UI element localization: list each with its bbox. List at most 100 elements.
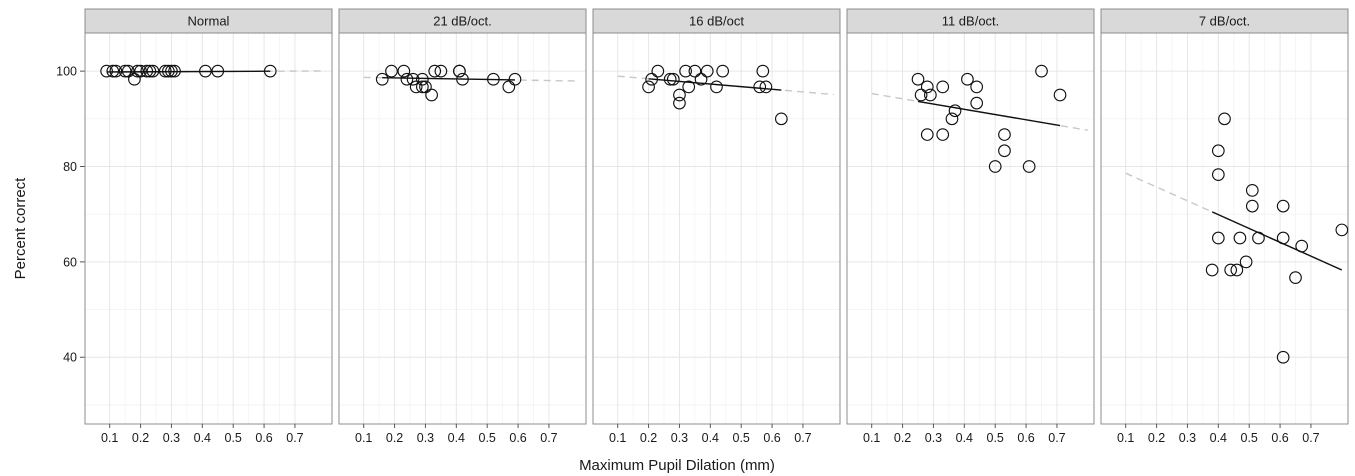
data-point xyxy=(1276,199,1290,213)
fit-line xyxy=(1211,211,1343,271)
data-point xyxy=(682,80,696,94)
x-tick-label: 0.2 xyxy=(386,431,403,445)
data-point xyxy=(673,96,686,110)
data-point xyxy=(140,64,154,78)
x-tick-label: 0.1 xyxy=(863,431,880,445)
data-point xyxy=(759,80,773,94)
data-point xyxy=(1245,199,1259,213)
x-tick-label: 0.7 xyxy=(286,431,303,445)
panel-1: Normal 0.1 0.2 0.3 0.4 0.5 0.6 0.7 xyxy=(84,8,333,445)
data-point xyxy=(106,64,120,78)
data-point xyxy=(694,72,708,86)
data-point xyxy=(109,64,123,78)
x-tick-label: 0.5 xyxy=(987,431,1004,445)
panel-border xyxy=(592,32,841,425)
data-point xyxy=(128,72,141,86)
panel-title: 7 dB/oct. xyxy=(1199,14,1250,29)
data-point xyxy=(1245,184,1259,197)
x-tick-label: 0.2 xyxy=(894,431,911,445)
x-tick-label: 0.5 xyxy=(479,431,496,445)
data-point xyxy=(211,64,225,78)
panel-strip xyxy=(338,8,587,34)
data-point xyxy=(385,64,398,78)
panel-5: 7 dB/oct. 0.1 0.2 0.3 0.4 0.5 0.6 0.7 xyxy=(1100,8,1349,445)
data-point xyxy=(774,112,788,126)
x-tick-label: 0.7 xyxy=(1302,431,1319,445)
data-point xyxy=(375,72,389,86)
y-tick-label: 40 xyxy=(63,351,77,365)
x-tick-label: 0.6 xyxy=(509,431,526,445)
panel-title: 11 dB/oct. xyxy=(942,14,1000,29)
panel-plot-area xyxy=(338,32,587,425)
x-tick-label: 0.4 xyxy=(702,431,719,445)
x-tick-label: 0.3 xyxy=(163,431,180,445)
panel-3: 16 dB/oct 0.1 0.2 0.3 0.4 0.5 0.6 0.7 xyxy=(592,8,841,445)
data-point xyxy=(143,64,157,78)
data-point xyxy=(945,112,959,126)
panel-title: 21 dB/oct. xyxy=(433,14,492,29)
panel-strip xyxy=(592,8,841,34)
data-point xyxy=(416,80,429,94)
panel-title: Normal xyxy=(188,14,230,29)
data-point xyxy=(920,80,934,94)
data-point xyxy=(146,64,160,78)
data-point xyxy=(118,64,132,78)
x-tick-label: 0.3 xyxy=(1179,431,1196,445)
y-tick-label: 80 xyxy=(63,160,77,174)
data-point xyxy=(961,72,974,86)
x-tick-label: 0.1 xyxy=(101,431,118,445)
data-point xyxy=(165,64,178,78)
data-point xyxy=(645,72,659,86)
data-point xyxy=(1230,263,1244,277)
x-tick-label: 0.6 xyxy=(1017,431,1034,445)
data-point xyxy=(998,144,1011,158)
data-point xyxy=(502,80,516,94)
panel-4: 11 dB/oct. 0.1 0.2 0.3 0.4 0.5 0.6 0.7 xyxy=(846,8,1095,445)
data-point xyxy=(1211,231,1225,245)
x-tick-label: 0.2 xyxy=(640,431,657,445)
data-point xyxy=(911,72,925,86)
data-point xyxy=(419,80,432,94)
panel-strip xyxy=(846,8,1095,34)
data-point xyxy=(1053,88,1067,102)
data-point xyxy=(409,80,423,94)
data-point xyxy=(1035,64,1048,78)
data-point xyxy=(998,128,1011,141)
data-point xyxy=(453,64,466,78)
data-point xyxy=(920,128,934,141)
data-point xyxy=(710,80,723,94)
data-point xyxy=(428,64,442,78)
fit-line xyxy=(648,78,782,91)
data-point xyxy=(914,88,928,102)
data-point xyxy=(679,64,692,78)
panel-plot-area xyxy=(846,32,1095,425)
panel-plot-area xyxy=(1100,32,1349,425)
data-point xyxy=(162,64,175,78)
panel-border xyxy=(84,32,333,425)
data-point xyxy=(456,72,469,86)
data-point xyxy=(508,72,522,86)
data-point xyxy=(673,88,686,102)
panel-border xyxy=(846,32,1095,425)
data-point xyxy=(134,64,147,78)
panel-strip xyxy=(84,8,333,34)
data-point xyxy=(1276,350,1290,364)
x-tick-label: 0.6 xyxy=(1271,431,1288,445)
panel-strip xyxy=(1100,8,1349,34)
data-point xyxy=(936,80,950,94)
data-point xyxy=(1211,168,1225,181)
x-tick-label: 0.5 xyxy=(225,431,242,445)
y-tick-label: 60 xyxy=(63,255,77,269)
data-point xyxy=(642,80,655,94)
data-point xyxy=(1211,144,1225,158)
data-point xyxy=(1218,112,1231,126)
y-axis-title: Percent correct xyxy=(12,177,29,280)
x-tick-label: 0.2 xyxy=(132,431,149,445)
data-point xyxy=(1224,263,1238,277)
data-point xyxy=(487,72,500,86)
fit-line xyxy=(382,77,515,81)
data-point xyxy=(397,64,411,78)
x-tick-label: 0.4 xyxy=(956,431,973,445)
data-point xyxy=(753,80,767,94)
